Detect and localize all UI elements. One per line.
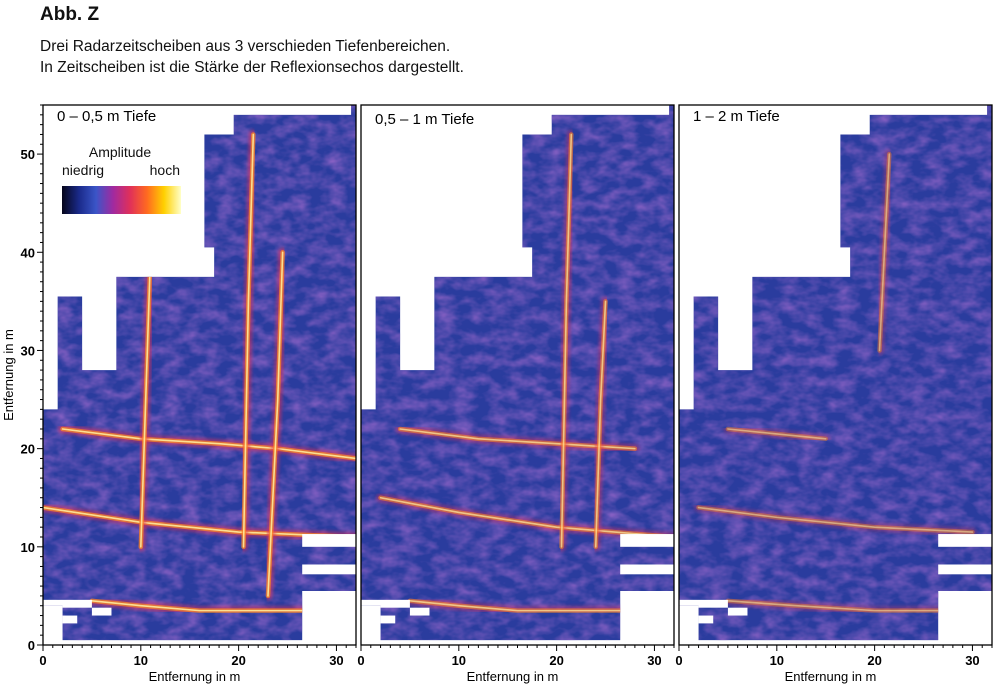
reflection-line-3 bbox=[727, 428, 827, 440]
x-tick-label: 10 bbox=[452, 653, 466, 668]
data-gap-3 bbox=[679, 599, 728, 608]
y-tick-label: 10 bbox=[21, 540, 35, 555]
x-axis-label: Entfernung in m bbox=[467, 669, 559, 684]
y-axis-label: Entfernung in m bbox=[1, 329, 16, 421]
data-gap-6 bbox=[91, 607, 112, 616]
panel-2: 0,5 – 1 m Tiefe 0 10 20 30 Entfernung in m bbox=[357, 104, 675, 684]
data-gap-1 bbox=[302, 534, 356, 547]
x-tick-label: 20 bbox=[231, 653, 245, 668]
reflection-line-1 bbox=[727, 600, 954, 612]
reflection-line-2 bbox=[697, 506, 974, 533]
data-gap-4 bbox=[683, 615, 714, 624]
y-tick-label: 30 bbox=[21, 343, 35, 358]
data-gap-4 bbox=[365, 615, 396, 624]
legend-high-label: hoch bbox=[150, 162, 180, 178]
panel-title: 0 – 0,5 m Tiefe bbox=[57, 108, 156, 125]
data-gap-1 bbox=[620, 534, 674, 547]
legend-title: Amplitude bbox=[89, 144, 151, 160]
reflection-line-1 bbox=[409, 600, 636, 612]
reflection-line-4 bbox=[140, 251, 152, 548]
reflection-line-2 bbox=[43, 506, 356, 538]
x-tick-label: 0 bbox=[357, 653, 364, 668]
legend-low-label: niedrig bbox=[62, 162, 104, 178]
heatmap-area-2 bbox=[361, 105, 674, 641]
x-tick-label: 20 bbox=[549, 653, 563, 668]
heatmap-area-3 bbox=[679, 105, 992, 641]
caption-line-2: In Zeitscheiben ist die Stärke der Refle… bbox=[40, 59, 464, 76]
y-tick-label: 20 bbox=[21, 442, 35, 457]
x-tick-label: 30 bbox=[647, 653, 661, 668]
data-gap-3 bbox=[361, 599, 410, 608]
reflection-line-3 bbox=[61, 428, 356, 460]
reflection-line-4 bbox=[878, 153, 891, 352]
panel-3: 1 – 2 m Tiefe 0 10 20 30 Entfernung in m bbox=[675, 104, 993, 684]
data-gap-1 bbox=[938, 534, 992, 547]
x-tick-label: 10 bbox=[770, 653, 784, 668]
data-gap-2 bbox=[302, 564, 356, 575]
data-gap-4 bbox=[47, 615, 78, 624]
y-tick-label: 50 bbox=[21, 147, 35, 162]
x-tick-label: 30 bbox=[965, 653, 979, 668]
x-axis-label: Entfernung in m bbox=[785, 669, 877, 684]
panel-title: 0,5 – 1 m Tiefe bbox=[375, 111, 474, 128]
panel-title: 1 – 2 m Tiefe bbox=[693, 108, 780, 125]
data-gap-2 bbox=[938, 564, 992, 575]
amplitude-legend: Amplitude niedrig hoch bbox=[56, 138, 188, 220]
reflection-line-6 bbox=[267, 251, 284, 597]
reflection-line-5 bbox=[242, 133, 255, 548]
x-axis-label: Entfernung in m bbox=[149, 669, 241, 684]
data-gap-6 bbox=[409, 607, 430, 616]
caption-line-1: Drei Radarzeitscheiben aus 3 verschieden… bbox=[40, 38, 451, 55]
y-tick-label: 40 bbox=[21, 245, 35, 260]
reflection-line-4 bbox=[560, 133, 573, 548]
x-tick-label: 30 bbox=[329, 653, 343, 668]
x-tick-label: 10 bbox=[134, 653, 148, 668]
data-gap-3 bbox=[43, 599, 92, 608]
legend-colorbar bbox=[62, 186, 181, 214]
figure-label: Abb. Z bbox=[40, 4, 100, 25]
reflection-line-5 bbox=[594, 300, 607, 548]
heatmap-texture bbox=[361, 105, 674, 641]
reflection-line-2 bbox=[379, 496, 674, 538]
figure-caption: Drei Radarzeitscheiben aus 3 verschieden… bbox=[40, 36, 464, 78]
x-tick-label: 0 bbox=[39, 653, 46, 668]
x-tick-label: 20 bbox=[867, 653, 881, 668]
heatmap-texture bbox=[679, 105, 992, 641]
x-tick-label: 0 bbox=[675, 653, 682, 668]
data-gap-6 bbox=[727, 607, 748, 616]
data-gap-2 bbox=[620, 564, 674, 575]
y-tick-label: 0 bbox=[28, 638, 35, 653]
